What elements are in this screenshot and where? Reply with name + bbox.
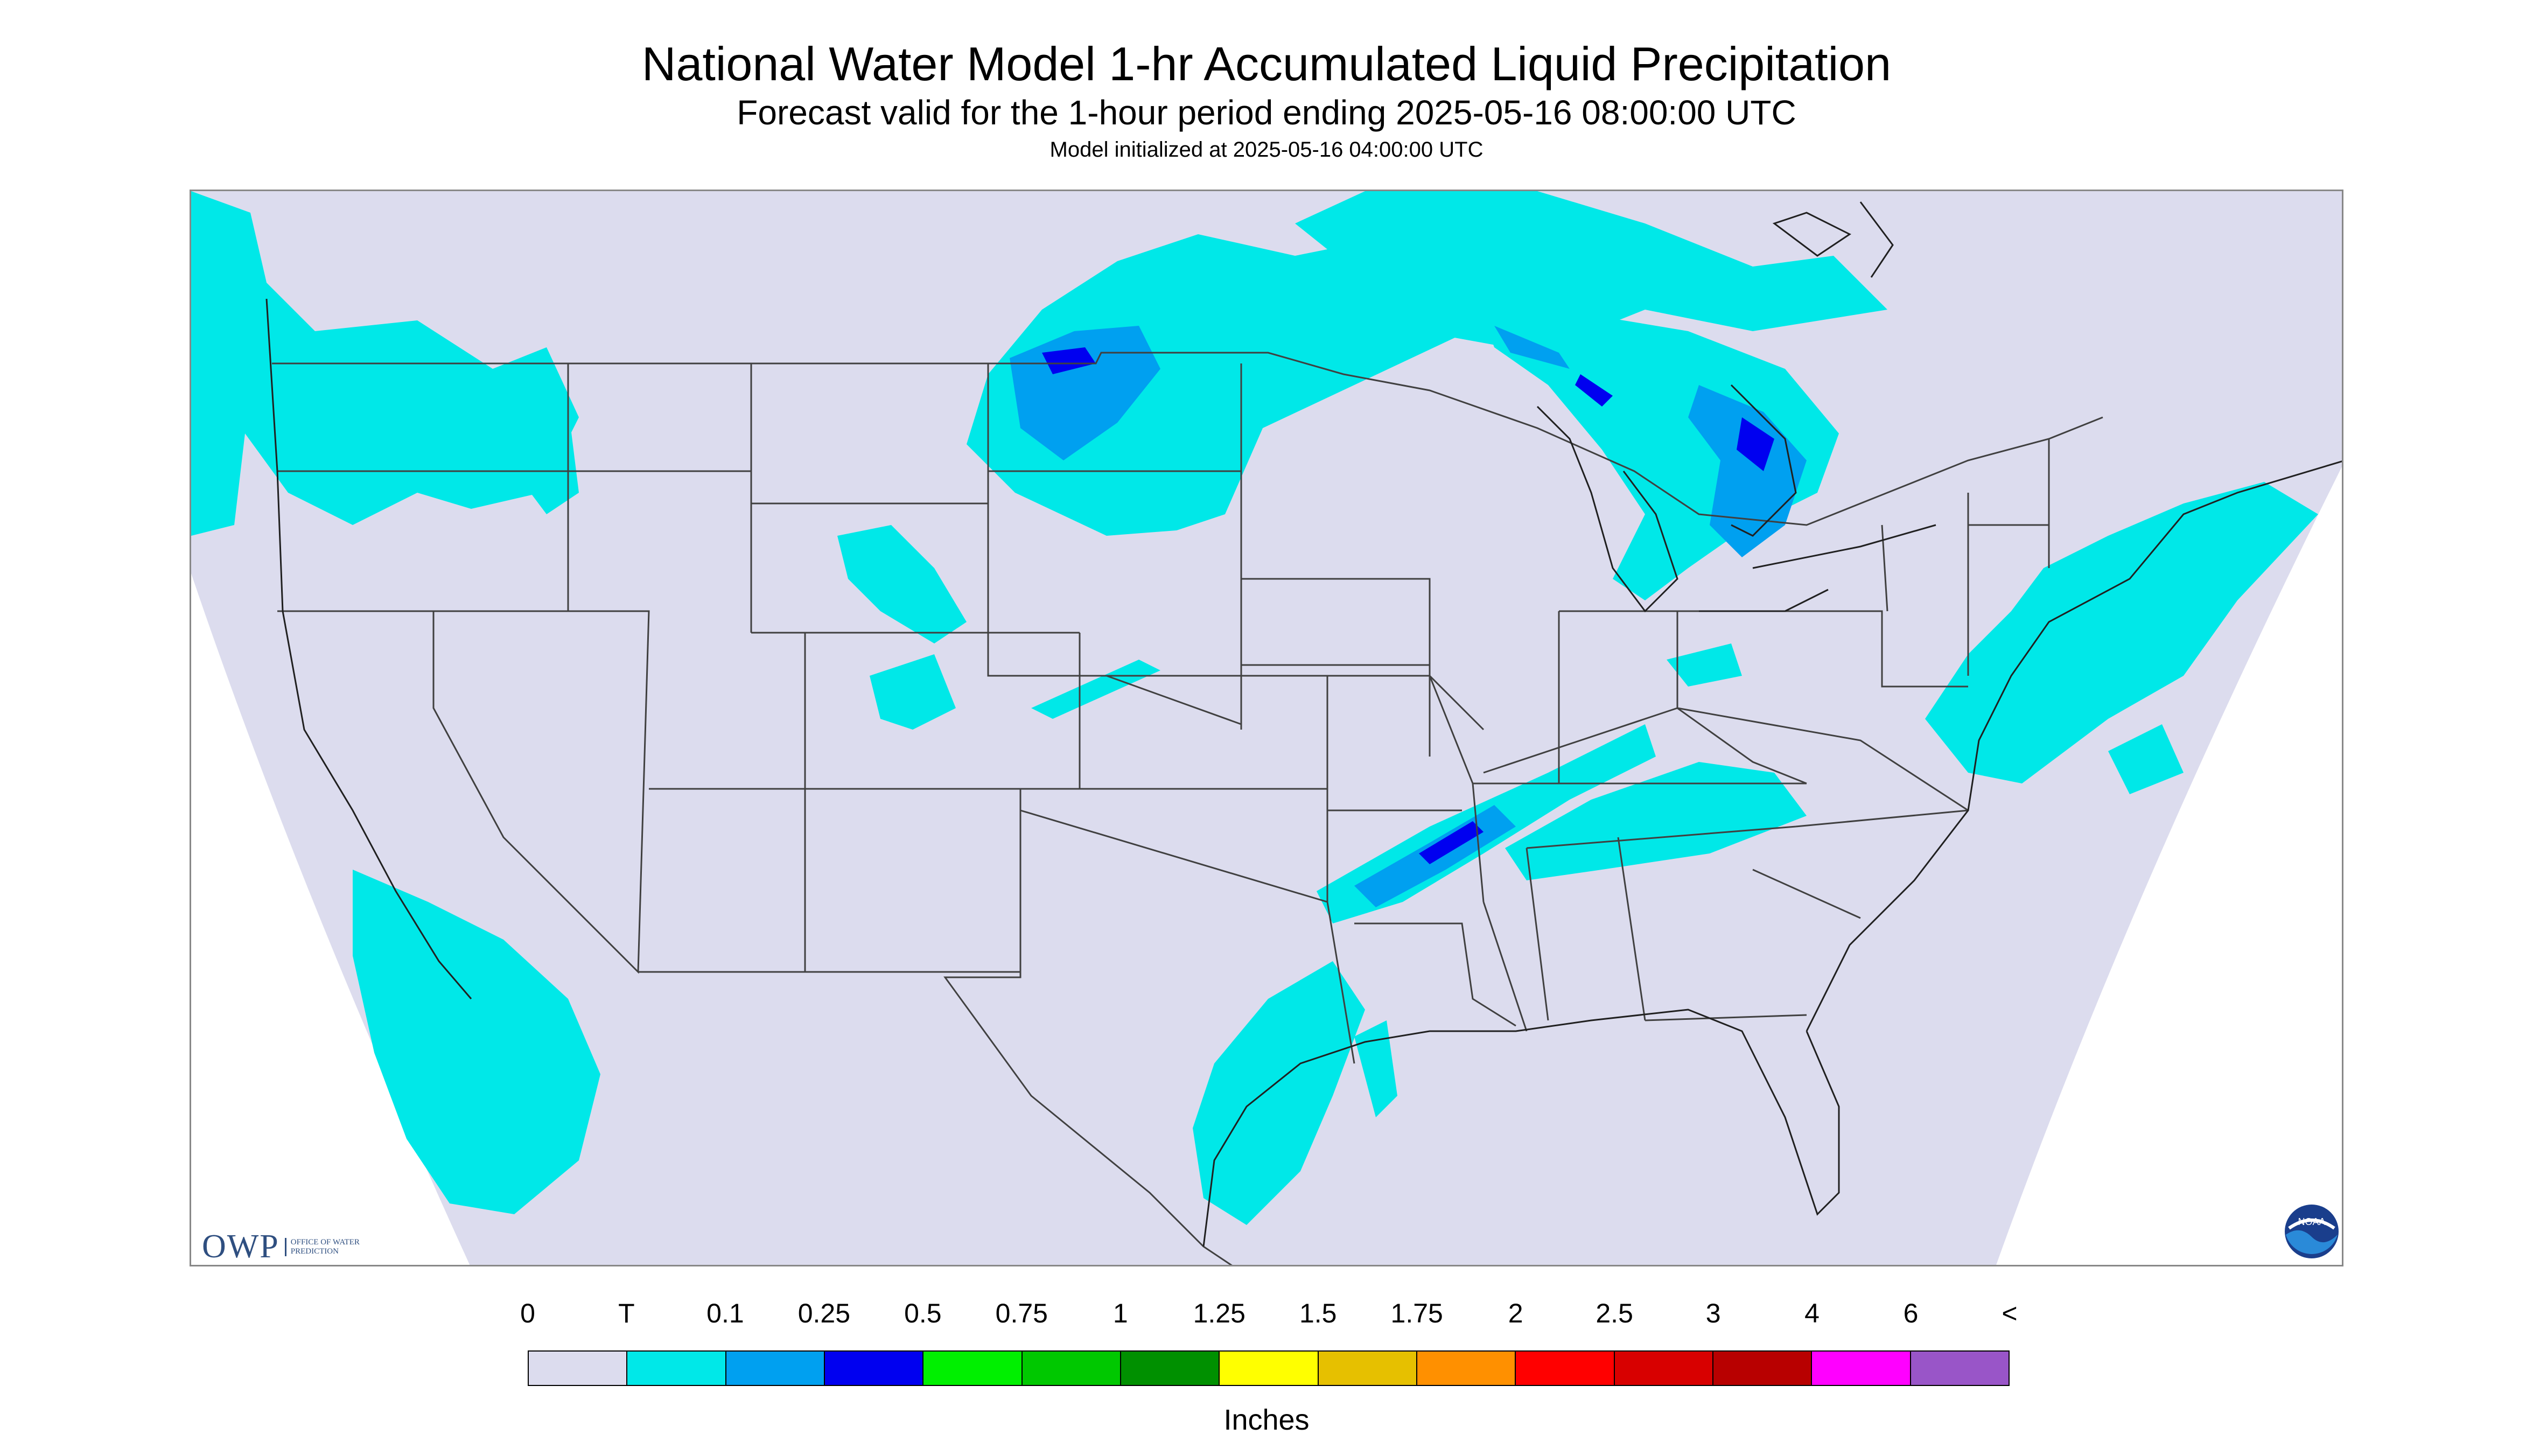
precip-area-kansas-band	[1031, 660, 1160, 719]
precip-light-lake-huron	[1688, 385, 1807, 557]
precipitation-map: OWP OFFICE OF WATER PREDICTION NOAA	[190, 190, 2343, 1266]
coast-lines	[265, 201, 2342, 1247]
precip-area-idaho	[514, 407, 579, 514]
coastline-great-lakes	[1536, 384, 1936, 613]
border-carolinas	[1752, 809, 1969, 919]
legend-swatch	[1121, 1352, 1220, 1385]
coastline-atlantic	[1806, 460, 2342, 1032]
precip-moderate-ontario	[1575, 374, 1613, 407]
legend-colorbar	[528, 1350, 2010, 1386]
legend-swatch	[1516, 1352, 1615, 1385]
coastline-pacific	[265, 298, 472, 999]
legend-units: Inches	[1223, 1404, 1310, 1436]
legend-tick-label: 0	[520, 1298, 535, 1328]
legend-tick-label: 0.5	[904, 1298, 942, 1328]
coastline-hudson-bay	[1772, 201, 1894, 278]
legend-swatch	[1318, 1352, 1417, 1385]
precip-moderate-areas	[1042, 347, 1774, 864]
legend-tick-label: 6	[1903, 1298, 1919, 1328]
precip-moderate-ohio-valley	[1419, 821, 1484, 864]
legend-tick-label: 0.1	[706, 1298, 744, 1328]
legend-tick-label: 0.25	[797, 1298, 851, 1328]
precip-area-mid-atlantic-offshore	[2108, 724, 2184, 794]
legend-swatch	[726, 1352, 825, 1385]
precip-area-south-texas	[1193, 961, 1365, 1225]
noaa-logo-text: NOAA	[2298, 1216, 2325, 1227]
chart-subtitle: Forecast valid for the 1-hour period end…	[737, 93, 1796, 132]
legend-swatch	[529, 1352, 628, 1385]
precip-moderate-lake-huron	[1737, 417, 1774, 471]
border-tennessee	[1473, 782, 1807, 849]
precip-area-colorado	[870, 654, 956, 730]
precip-moderate-north-dakota	[1042, 347, 1096, 374]
model-init-line: Model initialized at 2025-05-16 04:00:00…	[1049, 138, 1484, 162]
coastline-gulf	[1202, 1009, 1840, 1247]
chart-title: National Water Model 1-hr Accumulated Li…	[641, 37, 1892, 90]
precip-area-pacific-sw	[353, 870, 600, 1214]
border-alabama-georgia	[1526, 837, 1807, 1021]
border-nevada	[432, 610, 650, 974]
legend-swatch	[1614, 1352, 1713, 1385]
legend-swatch	[824, 1352, 924, 1385]
owp-logo-subtext: OFFICE OF WATER PREDICTION	[284, 1237, 361, 1256]
border-idaho-montana	[567, 363, 751, 611]
border-dakotas-nebraska	[987, 363, 1242, 730]
legend-swatch	[1812, 1352, 1911, 1385]
precip-area-northern-plains	[967, 234, 1537, 536]
legend-tick-label: 4	[1804, 1298, 1820, 1328]
border-louisiana-mississippi	[1354, 901, 1528, 1032]
legend-tick-label: 1	[1112, 1298, 1128, 1328]
legend-swatch	[1713, 1352, 1813, 1385]
noaa-logo: NOAA	[2285, 1205, 2339, 1258]
map-canvas	[191, 191, 2342, 1265]
legend-tick-label: 1.75	[1390, 1298, 1443, 1328]
legend-tick-label: <	[2002, 1298, 2018, 1328]
precip-area-canada	[1295, 191, 1887, 353]
legend-tick-label: 3	[1705, 1298, 1721, 1328]
border-canada-us	[272, 352, 2103, 526]
owp-logo-text: OWP	[202, 1228, 279, 1265]
legend-swatch	[1022, 1352, 1121, 1385]
border-new-york-new-england	[1881, 439, 2050, 676]
precip-area-tennessee	[1505, 762, 1807, 880]
legend-tick-label: 2.5	[1596, 1298, 1633, 1328]
precip-area-indiana	[1667, 643, 1742, 687]
precip-light-ontario	[1494, 326, 1570, 369]
legend-swatch	[627, 1352, 726, 1385]
legend-swatch	[923, 1352, 1023, 1385]
legend-tick-label: 1.25	[1193, 1298, 1245, 1328]
precip-area-wyoming	[837, 525, 967, 643]
legend-labels: 0 T 0.1 0.25 0.5 0.75 1 1.25 1.5 1.75 2 2.5 3 4 6 <	[0, 1298, 2533, 1335]
owp-logo: OWP OFFICE OF WATER PREDICTION	[202, 1228, 361, 1265]
precip-trace-areas	[191, 191, 2318, 1225]
legend-swatch	[1220, 1352, 1319, 1385]
precip-area-northeast	[1925, 482, 2318, 783]
border-illinois-indiana	[1429, 579, 1560, 783]
border-kansas-oklahoma	[1020, 675, 1328, 902]
legend-tick-label: 0.75	[995, 1298, 1048, 1328]
legend-swatch	[1417, 1352, 1516, 1385]
legend-tick-label: 2	[1508, 1298, 1523, 1328]
precip-area-gulf-coast	[1354, 1020, 1397, 1117]
legend-tick-label: 1.5	[1299, 1298, 1337, 1328]
legend-swatch	[1911, 1352, 2009, 1385]
border-missouri-arkansas	[1327, 675, 1485, 902]
border-wyoming-colorado	[751, 632, 1081, 790]
legend-tick-label: T	[618, 1298, 635, 1328]
